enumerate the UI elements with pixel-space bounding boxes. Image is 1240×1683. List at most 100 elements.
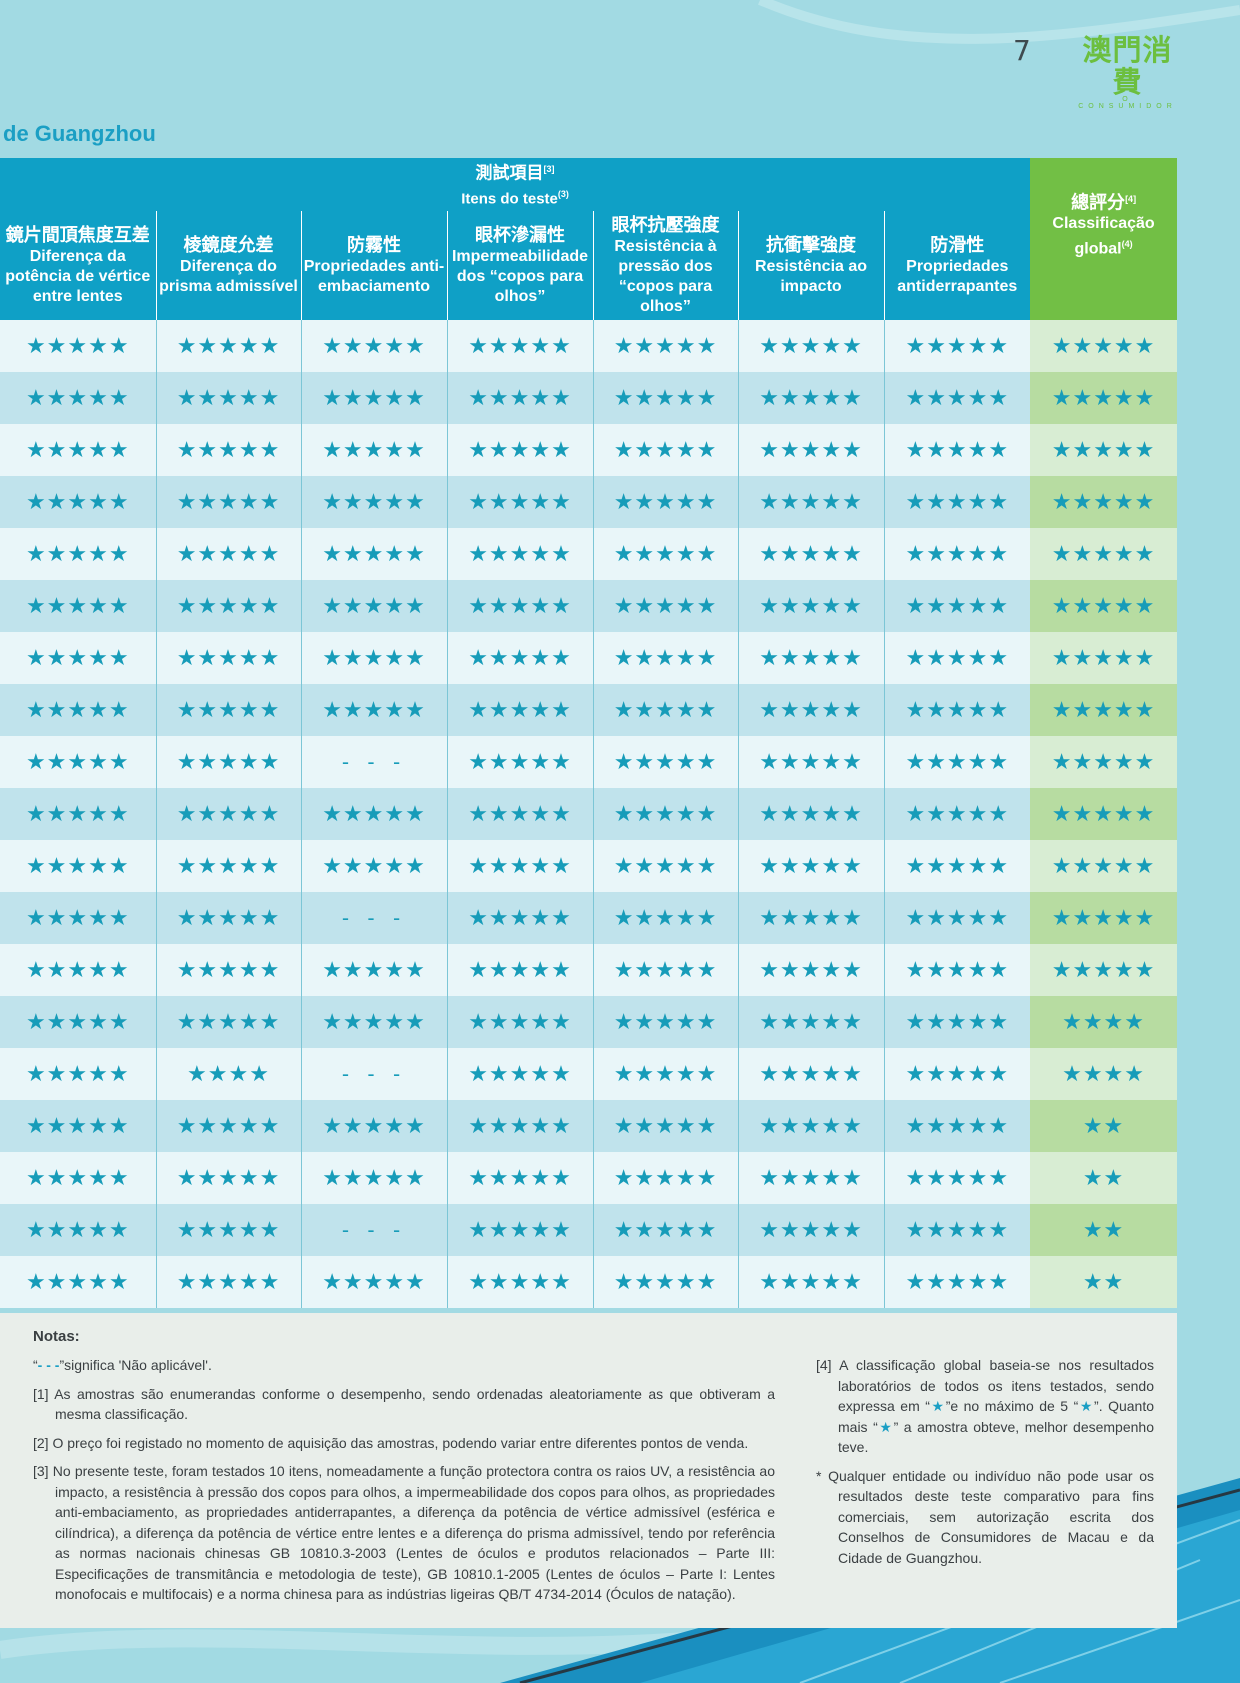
- group-header-en: Itens do teste: [461, 190, 558, 208]
- rating-cell: ★★★★★: [592, 788, 738, 840]
- rating-cell: ★★★★★: [883, 1100, 1031, 1152]
- table-row: ★★★★★ ★★★★★ ★★★★★ ★★★★★ ★★★★★ ★★★★★ ★★★★★ ★★★★★: [0, 684, 1178, 736]
- brand-logo: 澳門消費 O CONSUMIDOR: [1070, 34, 1185, 110]
- rating-cell: ★★★★★: [883, 684, 1031, 736]
- rating-cell: ★★★★★: [592, 840, 738, 892]
- rating-cell: ★★★★★: [446, 1204, 593, 1256]
- rating-cell: ★★★★★: [0, 892, 156, 944]
- rating-cell: ★★★★★: [446, 736, 593, 788]
- na-note-prefix: “: [33, 1357, 38, 1373]
- rating-cell: ★★★★★: [883, 840, 1031, 892]
- rating-cell: ★★★★★: [155, 580, 301, 632]
- rating-cell: ★★★★★: [300, 372, 447, 424]
- group-header-en-ref: (3): [557, 189, 569, 199]
- rating-cell: ★★★★★: [0, 1048, 156, 1100]
- overall-rating-cell: ★★★★★: [1030, 892, 1178, 944]
- overall-rating-cell: ★★: [1030, 1256, 1178, 1308]
- rating-cell: ★★★★★: [446, 1256, 593, 1308]
- rating-cell: ★★★★★: [446, 684, 593, 736]
- note-1: [1] As amostras são enumerandas conforme…: [33, 1385, 775, 1423]
- rating-cell: ★★★★★: [883, 424, 1031, 476]
- column-header: 抗衝擊強度 Resistência ao impacto: [737, 211, 884, 320]
- note-4-part-a: [4] A classificação global baseia-se nos…: [816, 1357, 1154, 1414]
- overall-rating-cell: ★★★★★: [1030, 372, 1178, 424]
- overall-rating-cell: ★★★★★: [1030, 840, 1178, 892]
- rating-cell: ★★★★★: [737, 528, 884, 580]
- overall-rating-header: 總評分[4] Classificação global(4): [1030, 158, 1178, 320]
- overall-rating-cell: ★★★★: [1030, 1048, 1178, 1100]
- rating-cell: ★★★★★: [883, 528, 1031, 580]
- rating-cell: ★★★★★: [592, 528, 738, 580]
- rating-cell: ★★★★★: [737, 684, 884, 736]
- overall-rating-cell: ★★★★: [1030, 996, 1178, 1048]
- note-not-applicable: “- - -”significa 'Não aplicável'.: [33, 1355, 775, 1376]
- note-4-part-d: ” a amostra obteve, melhor desempenho te…: [838, 1418, 1154, 1456]
- rating-cell: ★★★★★: [155, 476, 301, 528]
- rating-cell: ★★★★★: [883, 736, 1031, 788]
- overall-rating-cell: ★★★★★: [1030, 320, 1178, 372]
- table-row: ★★★★★ ★★★★★ - - - ★★★★★ ★★★★★ ★★★★★ ★★★★★ ★★★★★: [0, 736, 1178, 788]
- column-header-pt: Diferença da potência de vértice entre l…: [5, 247, 151, 305]
- rating-cell: ★★★★★: [883, 476, 1031, 528]
- rating-cell: ★★★★★: [883, 1048, 1031, 1100]
- rating-cell: ★★★★★: [883, 1152, 1031, 1204]
- table-row: ★★★★★ ★★★★ - - - ★★★★★ ★★★★★ ★★★★★ ★★★★★ ★★★★: [0, 1048, 1178, 1100]
- table-row: ★★★★★ ★★★★★ - - - ★★★★★ ★★★★★ ★★★★★ ★★★★★ ★★: [0, 1204, 1178, 1256]
- rating-cell: ★★★★★: [446, 892, 593, 944]
- rating-cell: ★★★★★: [300, 476, 447, 528]
- rating-cell: ★★★★★: [737, 320, 884, 372]
- rating-cell: ★★★★★: [446, 424, 593, 476]
- rating-cell: ★★★★★: [155, 840, 301, 892]
- rating-cell: ★★★★★: [300, 788, 447, 840]
- rating-cell: ★★★★★: [0, 1152, 156, 1204]
- table-row: ★★★★★ ★★★★★ ★★★★★ ★★★★★ ★★★★★ ★★★★★ ★★★★★ ★★: [0, 1256, 1178, 1308]
- column-header-pt: Propriedades anti-embaciamento: [303, 257, 445, 295]
- table-row: ★★★★★ ★★★★★ - - - ★★★★★ ★★★★★ ★★★★★ ★★★★★ ★★★★★: [0, 892, 1178, 944]
- rating-cell: ★★★★★: [0, 580, 156, 632]
- rating-cell: ★★★★★: [883, 788, 1031, 840]
- notes-right-column: [4] A classificação global baseia-se nos…: [816, 1355, 1154, 1576]
- rating-cell: ★★★★★: [0, 1100, 156, 1152]
- rating-cell: ★★★★★: [155, 424, 301, 476]
- rating-cell: ★★★★★: [0, 320, 156, 372]
- rating-cell: ★★★★★: [0, 736, 156, 788]
- rating-cell: ★★★★★: [155, 1204, 301, 1256]
- rating-cell: ★★★★★: [155, 736, 301, 788]
- rating-cell: ★★★★★: [592, 1100, 738, 1152]
- column-header-pt: Propriedades antiderrapantes: [897, 257, 1018, 295]
- results-table: 測試項目[3] Itens do teste(3) 總評分[4] Classif…: [0, 158, 1178, 1308]
- rating-cell: ★★★★★: [592, 372, 738, 424]
- rating-cell: - - -: [300, 736, 447, 788]
- rating-cell: ★★★★★: [592, 892, 738, 944]
- na-dash-symbol: - - -: [37, 1357, 60, 1373]
- rating-cell: ★★★★★: [883, 944, 1031, 996]
- column-header-cn: 鏡片間頂焦度互差: [5, 224, 150, 245]
- rating-cell: ★★★★★: [446, 788, 593, 840]
- rating-cell: - - -: [300, 1048, 447, 1100]
- rating-cell: ★★★★★: [737, 996, 884, 1048]
- rating-cell: ★★★★★: [155, 892, 301, 944]
- table-row: ★★★★★ ★★★★★ ★★★★★ ★★★★★ ★★★★★ ★★★★★ ★★★★★ ★★★★★: [0, 944, 1178, 996]
- rating-cell: ★★★★★: [446, 1152, 593, 1204]
- rating-cell: ★★★★★: [155, 996, 301, 1048]
- rating-cell: ★★★★★: [446, 996, 593, 1048]
- column-header-cn: 防滑性: [930, 234, 985, 255]
- rating-cell: ★★★★★: [0, 632, 156, 684]
- rating-cell: ★★★★★: [0, 372, 156, 424]
- rating-cell: ★★★★★: [155, 632, 301, 684]
- rating-cell: ★★★★★: [0, 1256, 156, 1308]
- rating-cell: ★★★★★: [0, 944, 156, 996]
- rating-cell: ★★★★★: [737, 788, 884, 840]
- column-header-cn: 防霧性: [347, 234, 401, 255]
- rating-cell: ★★★★★: [446, 1048, 593, 1100]
- table-row: ★★★★★ ★★★★★ ★★★★★ ★★★★★ ★★★★★ ★★★★★ ★★★★★ ★★★★★: [0, 476, 1178, 528]
- rating-cell: ★★★★★: [592, 684, 738, 736]
- rating-cell: ★★★★★: [155, 372, 301, 424]
- column-header: 防滑性 Propriedades antiderrapantes: [883, 211, 1031, 320]
- notes-title: Notas:: [33, 1328, 80, 1345]
- rating-cell: ★★★★★: [300, 1152, 447, 1204]
- rating-cell: ★★★★★: [0, 424, 156, 476]
- rating-cell: ★★★★★: [592, 632, 738, 684]
- rating-cell: ★★★★★: [592, 476, 738, 528]
- rating-cell: ★★★★★: [883, 1256, 1031, 1308]
